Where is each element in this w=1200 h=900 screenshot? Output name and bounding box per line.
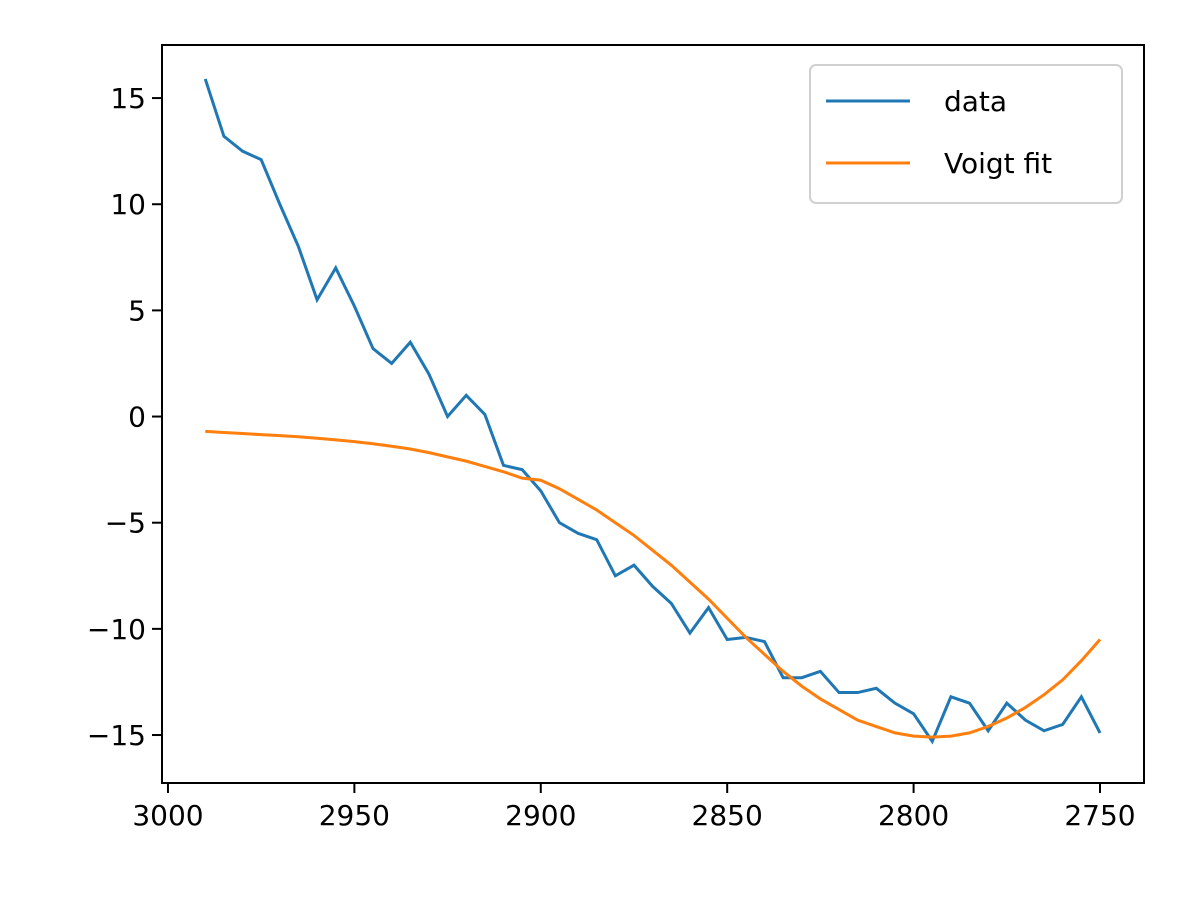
- y-tick-label: 15: [110, 82, 146, 115]
- axes-frame: [161, 44, 1145, 784]
- x-tick-label: 2900: [505, 799, 576, 832]
- data-line: [205, 429, 1102, 739]
- y-tick-label: −15: [87, 719, 146, 752]
- y-tick-label: −5: [105, 507, 146, 540]
- x-tick-label: 2750: [1064, 799, 1135, 832]
- legend-label: data: [944, 85, 1007, 118]
- x-tick-label: 2950: [319, 799, 390, 832]
- y-tick-label: 5: [128, 294, 146, 327]
- legend-label: Voigt fit: [944, 147, 1052, 180]
- y-tick-label: 10: [110, 188, 146, 221]
- x-tick-label: 2800: [878, 799, 949, 832]
- data-line: [203, 78, 1102, 745]
- y-tick-label: −10: [87, 613, 146, 646]
- x-tick-label: 3000: [132, 799, 203, 832]
- y-tick-label: 0: [128, 401, 146, 434]
- x-tick-label: 2850: [692, 799, 763, 832]
